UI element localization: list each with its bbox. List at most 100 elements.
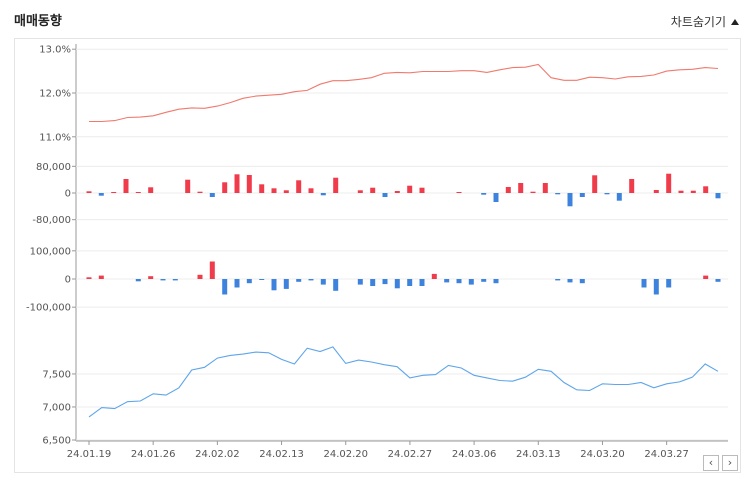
foreign-bar	[320, 279, 326, 285]
foreign-bar	[567, 279, 573, 283]
y-tick-label: 12.0%	[39, 89, 71, 100]
individual-bar	[308, 188, 314, 193]
x-tick-label: 24.01.19	[67, 449, 112, 460]
chart-frame	[14, 38, 741, 473]
individual-bar	[197, 191, 203, 193]
foreign-bar	[419, 279, 425, 286]
y-tick-label: -80,000	[32, 215, 71, 226]
individual-bar	[715, 193, 721, 199]
price-series-line	[88, 346, 719, 418]
ratio-series-line	[89, 63, 719, 123]
individual-bar	[234, 174, 240, 193]
individual-bar	[357, 190, 363, 193]
foreign-bar	[234, 279, 240, 288]
foreign-bar	[222, 279, 228, 295]
individual-bar	[185, 179, 191, 193]
foreign-bar	[468, 279, 474, 285]
foreign-bar	[172, 279, 178, 281]
individual-bar	[296, 180, 302, 193]
foreign-bar	[86, 277, 92, 279]
y-tick-label: -100,000	[26, 303, 71, 314]
x-tick-label: 24.01.26	[131, 449, 176, 460]
individual-bar	[666, 173, 672, 193]
chevron-left-icon[interactable]: ‹	[703, 455, 719, 471]
foreign-bar	[382, 279, 388, 285]
individual-bar	[135, 192, 141, 193]
individual-bar	[382, 193, 388, 197]
foreign-bar	[444, 279, 450, 283]
foreign-bar	[197, 274, 203, 279]
foreign-bar	[148, 276, 154, 279]
individual-bar	[370, 187, 376, 193]
individual-bar	[456, 192, 462, 193]
triangle-up-icon	[731, 18, 739, 25]
x-tick-label: 24.02.02	[195, 449, 240, 460]
foreign-bar	[370, 279, 376, 286]
x-tick-label: 24.03.06	[452, 449, 497, 460]
individual-bar	[690, 190, 696, 193]
hide-chart-toggle[interactable]: 차트숨기기	[671, 13, 739, 30]
x-tick-label: 24.02.20	[323, 449, 368, 460]
foreign-bar	[666, 279, 672, 288]
y-tick-label: 6,500	[42, 436, 71, 447]
individual-bar	[123, 179, 129, 193]
foreign-bar	[641, 279, 647, 288]
individual-bar	[320, 193, 326, 196]
individual-bar	[493, 193, 499, 202]
individual-bar	[678, 190, 684, 193]
foreign-bar	[283, 279, 289, 289]
individual-bar	[419, 187, 425, 193]
individual-bar	[505, 187, 511, 193]
individual-bar	[567, 193, 573, 207]
foreign-bar	[493, 279, 499, 284]
foreign-bar	[333, 279, 339, 291]
hide-chart-label: 차트숨기기	[670, 15, 726, 29]
individual-bar	[209, 193, 215, 197]
foreign-bar	[555, 279, 561, 281]
foreign-bar	[394, 279, 400, 289]
foreign-bar	[259, 279, 265, 280]
individual-bar	[616, 193, 622, 201]
individual-bar	[481, 193, 487, 195]
individual-bar	[604, 193, 610, 195]
page-title: 매매동향	[14, 14, 62, 29]
foreign-bar	[653, 279, 659, 295]
individual-bar	[579, 193, 585, 197]
individual-bar	[518, 183, 524, 193]
y-tick-label: 13.0%	[39, 45, 71, 56]
individual-bar	[592, 175, 598, 193]
individual-bar	[98, 193, 104, 196]
foreign-bar	[407, 279, 413, 286]
individual-bar	[629, 179, 635, 193]
chevron-right-icon[interactable]: ›	[722, 455, 738, 471]
y-tick-label: 0	[65, 189, 71, 200]
foreign-bar	[481, 279, 487, 282]
individual-bar	[111, 192, 117, 193]
foreign-bar	[703, 275, 709, 279]
individual-bar	[703, 186, 709, 193]
y-tick-label: 7,000	[42, 402, 71, 413]
foreign-bar	[246, 279, 252, 284]
individual-bar	[271, 188, 277, 193]
y-tick-label: 7,500	[42, 369, 71, 380]
foreign-bar	[431, 273, 437, 279]
y-tick-label: 100,000	[30, 246, 71, 257]
x-tick-label: 24.03.13	[516, 449, 561, 460]
individual-bar	[542, 183, 548, 193]
x-tick-label: 24.03.27	[644, 449, 689, 460]
foreign-bar	[308, 279, 314, 281]
individual-bar	[148, 187, 154, 193]
individual-bar	[407, 185, 413, 193]
individual-bar	[259, 184, 265, 193]
foreign-bar	[715, 279, 721, 282]
foreign-bar	[209, 261, 215, 279]
foreign-bar	[135, 279, 141, 282]
foreign-bar	[160, 279, 166, 281]
foreign-bar	[456, 279, 462, 284]
x-tick-label: 24.03.20	[580, 449, 625, 460]
foreign-bar	[98, 275, 104, 279]
y-tick-label: 0	[65, 275, 71, 286]
x-tick-label: 24.02.13	[259, 449, 304, 460]
x-tick-label: 24.02.27	[388, 449, 433, 460]
foreign-bar	[271, 279, 277, 291]
